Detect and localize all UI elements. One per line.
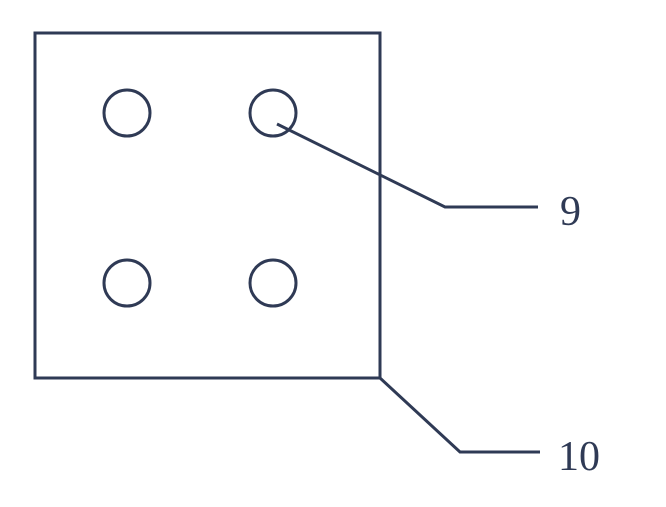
technical-diagram: 9 10	[0, 0, 666, 507]
plate-outline	[35, 33, 380, 378]
leader-9-label: 9	[560, 189, 581, 235]
hole-circle	[250, 260, 296, 306]
hole-circle	[104, 260, 150, 306]
leader-9-line	[277, 124, 538, 207]
hole-circle	[104, 90, 150, 136]
leader-lines	[277, 124, 540, 452]
labels: 9 10	[558, 189, 600, 480]
leader-10-line	[380, 378, 540, 452]
hole-group	[104, 90, 296, 306]
leader-10-label: 10	[558, 434, 600, 480]
